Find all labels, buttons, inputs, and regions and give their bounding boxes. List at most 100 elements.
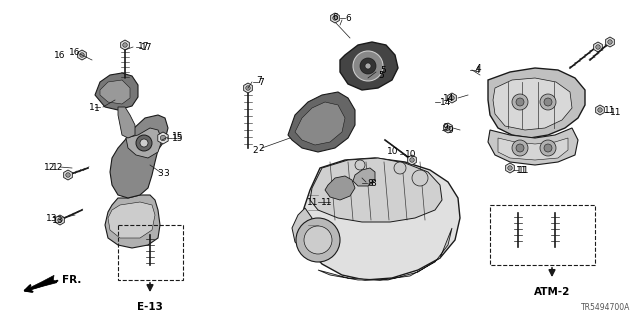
Text: 11: 11: [516, 165, 527, 174]
Text: 6: 6: [345, 13, 351, 22]
Text: 11: 11: [604, 106, 616, 115]
Polygon shape: [408, 155, 417, 165]
Circle shape: [544, 144, 552, 152]
Text: ATM-2: ATM-2: [534, 287, 570, 297]
Circle shape: [508, 166, 512, 170]
Text: 7: 7: [256, 76, 262, 84]
Text: 12: 12: [44, 163, 55, 172]
Circle shape: [596, 45, 600, 49]
Polygon shape: [340, 42, 398, 90]
Circle shape: [136, 135, 152, 151]
Circle shape: [516, 98, 524, 106]
Circle shape: [365, 63, 371, 69]
Text: 16: 16: [54, 51, 65, 60]
Polygon shape: [126, 128, 162, 158]
Polygon shape: [318, 228, 452, 280]
Circle shape: [304, 226, 332, 254]
Polygon shape: [353, 168, 375, 186]
Text: 5: 5: [380, 66, 386, 75]
Text: 13: 13: [45, 213, 57, 222]
Polygon shape: [110, 115, 168, 198]
Circle shape: [445, 126, 451, 130]
Circle shape: [412, 170, 428, 186]
Circle shape: [410, 158, 414, 162]
Polygon shape: [594, 42, 602, 52]
Polygon shape: [158, 132, 168, 144]
Polygon shape: [302, 158, 460, 280]
Bar: [490, 205, 595, 265]
Text: 8: 8: [367, 179, 372, 188]
Circle shape: [516, 144, 524, 152]
Circle shape: [58, 218, 62, 222]
Text: 12: 12: [52, 163, 63, 172]
Polygon shape: [310, 158, 442, 222]
Polygon shape: [596, 105, 604, 115]
Text: 15: 15: [172, 132, 184, 140]
Circle shape: [296, 218, 340, 262]
Circle shape: [353, 51, 383, 81]
Text: 7: 7: [258, 77, 264, 86]
Text: 4: 4: [475, 66, 481, 75]
Text: 10: 10: [405, 149, 417, 158]
Text: 11: 11: [518, 165, 529, 174]
Polygon shape: [488, 128, 578, 165]
Circle shape: [355, 160, 365, 170]
Text: 3: 3: [163, 169, 169, 178]
Circle shape: [360, 58, 376, 74]
Circle shape: [512, 94, 528, 110]
Circle shape: [540, 94, 556, 110]
Circle shape: [246, 86, 250, 90]
Text: 9: 9: [447, 125, 452, 134]
Polygon shape: [292, 208, 322, 252]
Text: 3: 3: [157, 169, 163, 178]
Circle shape: [160, 135, 166, 141]
Polygon shape: [498, 138, 568, 160]
Circle shape: [140, 139, 148, 147]
Polygon shape: [295, 102, 345, 145]
Polygon shape: [77, 50, 86, 60]
Polygon shape: [118, 107, 135, 138]
Text: 14: 14: [443, 93, 454, 102]
Circle shape: [598, 108, 602, 112]
Text: 11: 11: [610, 108, 621, 116]
Text: 11: 11: [321, 197, 332, 206]
Polygon shape: [493, 78, 572, 130]
Text: 6: 6: [332, 12, 338, 21]
Polygon shape: [605, 37, 614, 47]
Polygon shape: [108, 202, 155, 238]
Text: 5: 5: [378, 70, 384, 79]
Text: 16: 16: [69, 47, 81, 57]
Text: FR.: FR.: [62, 275, 81, 285]
Text: 4: 4: [476, 63, 482, 73]
Text: 13: 13: [52, 215, 63, 225]
Text: 10: 10: [387, 147, 398, 156]
Circle shape: [80, 53, 84, 57]
Circle shape: [394, 162, 406, 174]
Circle shape: [333, 16, 337, 20]
Polygon shape: [105, 195, 160, 248]
Text: E-13: E-13: [137, 302, 163, 312]
Polygon shape: [447, 93, 456, 103]
Text: 1: 1: [89, 102, 95, 111]
Text: 2: 2: [252, 146, 258, 155]
Text: 15: 15: [172, 133, 184, 142]
Polygon shape: [63, 170, 72, 180]
Text: 14: 14: [440, 98, 451, 107]
Polygon shape: [288, 92, 355, 152]
Polygon shape: [95, 73, 138, 110]
Polygon shape: [331, 13, 339, 23]
Polygon shape: [56, 215, 65, 225]
Polygon shape: [244, 83, 252, 93]
Circle shape: [450, 96, 454, 100]
Polygon shape: [100, 80, 130, 104]
Circle shape: [512, 140, 528, 156]
Polygon shape: [506, 163, 515, 173]
Text: 17: 17: [138, 42, 150, 51]
Text: 1: 1: [94, 103, 100, 113]
Text: 11: 11: [307, 197, 318, 206]
Polygon shape: [444, 123, 452, 133]
Text: TR5494700A: TR5494700A: [580, 303, 630, 312]
Text: 8: 8: [370, 179, 376, 188]
Text: 9: 9: [442, 123, 448, 132]
Text: 2: 2: [258, 143, 264, 153]
